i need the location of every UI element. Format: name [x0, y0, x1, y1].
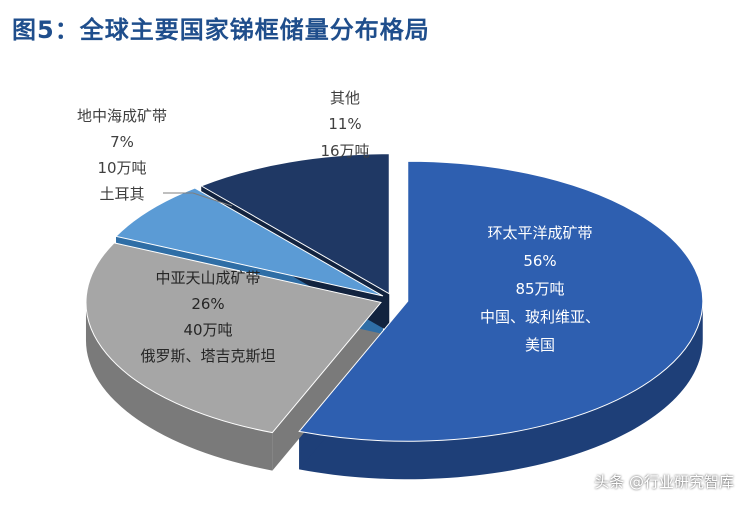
label-mediterranean-name: 地中海成矿带: [77, 107, 167, 125]
label-other-percent: 11%: [328, 115, 361, 133]
label-centralasia-percent: 26%: [191, 295, 224, 313]
label-mediterranean-note: 土耳其: [99, 185, 144, 203]
label-pacific-name: 环太平洋成矿带: [487, 224, 592, 242]
label-pacific-percent: 56%: [523, 252, 556, 270]
slice-mediterranean: [115, 187, 384, 297]
leader-line-mediterranean-diag: [192, 192, 233, 207]
slice-wall-centralasia-start: [272, 302, 381, 471]
label-pacific-note-1: 中国、玻利维亚、: [480, 308, 600, 326]
label-centralasia-reserve: 40万吨: [183, 321, 232, 339]
label-pacific-note-2: 美国: [525, 336, 555, 354]
watermark: 头条 @行业研究智库: [594, 473, 734, 491]
slice-side-centralasia: [85, 302, 273, 471]
label-mediterranean-reserve: 10万吨: [97, 159, 146, 177]
label-centralasia-name: 中亚天山成矿带: [155, 269, 260, 287]
label-mediterranean-percent: 7%: [110, 133, 134, 151]
slice-pacific: [298, 160, 704, 442]
chart-title: 图5：全球主要国家锑框储量分布格局: [12, 16, 430, 44]
label-centralasia-note: 俄罗斯、塔吉克斯坦: [140, 347, 275, 365]
slice-side-pacific: [299, 301, 703, 480]
label-other-reserve: 16万吨: [320, 142, 369, 160]
slice-centralasia: [85, 242, 382, 434]
label-pacific-reserve: 85万吨: [515, 280, 564, 298]
slice-other: [200, 153, 390, 295]
label-other-name: 其他: [330, 89, 360, 107]
